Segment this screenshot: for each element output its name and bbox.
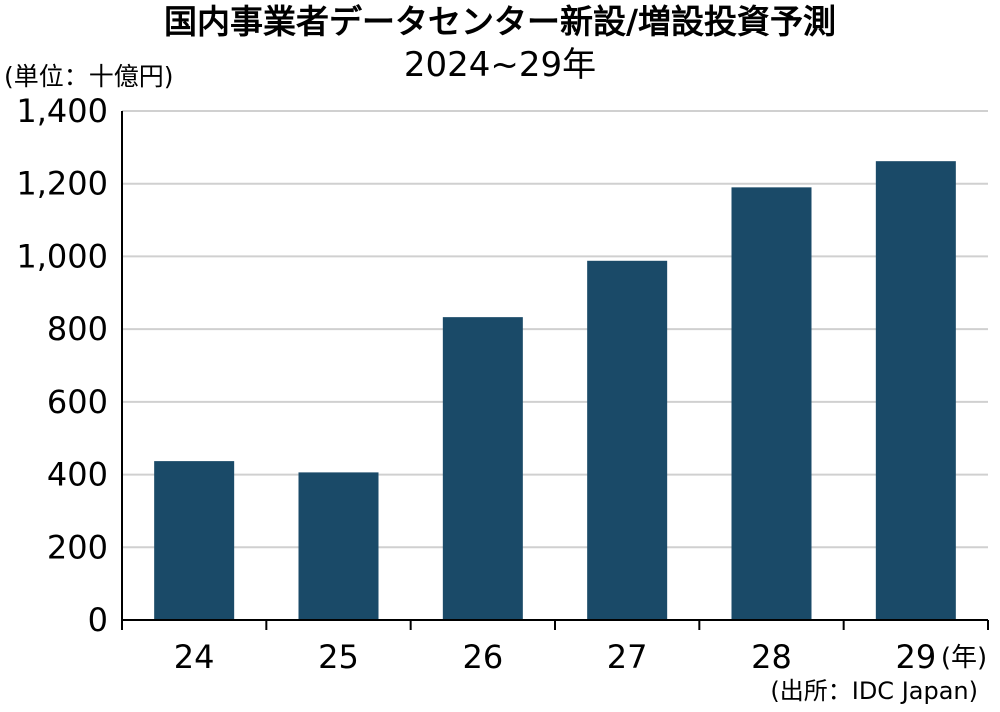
- bar-26: [442, 317, 523, 620]
- y-tick-label: 400: [47, 456, 108, 494]
- bar-25: [298, 472, 379, 620]
- x-tick-label: 28: [751, 638, 792, 676]
- x-tick-label: 26: [462, 638, 503, 676]
- bar-27: [587, 260, 668, 620]
- y-tick-label: 0: [88, 601, 108, 639]
- bar-28: [731, 187, 812, 620]
- source-label: (出所：IDC Japan): [770, 677, 978, 705]
- y-tick-label: 200: [47, 528, 108, 566]
- x-tick-label: 27: [607, 638, 648, 676]
- bar-24: [154, 461, 235, 620]
- y-tick-label: 1,400: [16, 92, 108, 130]
- x-tick-label: 29: [895, 638, 936, 676]
- bar-29: [875, 161, 956, 620]
- y-tick-label: 1,200: [16, 165, 108, 203]
- chart-title: 国内事業者データセンター新設/増設投資予測: [163, 2, 837, 41]
- y-tick-label: 600: [47, 383, 108, 421]
- y-tick-label: 800: [47, 310, 108, 348]
- x-tick-label: 25: [318, 638, 359, 676]
- y-axis-unit-label: (単位：十億円): [4, 62, 174, 91]
- x-axis-unit-label: (年): [941, 643, 987, 673]
- chart-subtitle: 2024~29年: [403, 45, 597, 85]
- x-tick-label: 24: [174, 638, 215, 676]
- y-tick-label: 1,000: [16, 237, 108, 275]
